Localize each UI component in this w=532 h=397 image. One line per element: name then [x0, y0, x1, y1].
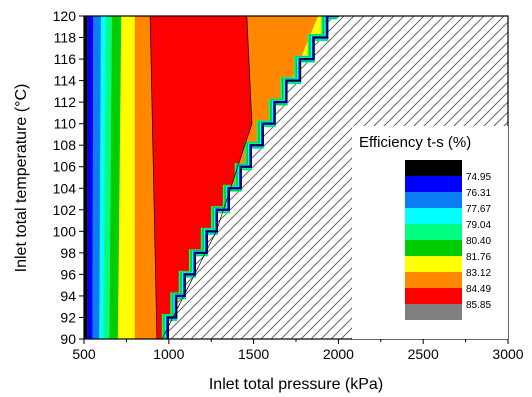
legend-level-label: 77.67 [466, 204, 491, 215]
y-tick-label: 106 [53, 159, 77, 175]
band-mint [103, 16, 112, 339]
y-axis: 90 92 94 96 98 100 102 104 106 108 110 112 114 116 118… [53, 8, 84, 347]
legend-level-label: 76.31 [466, 188, 491, 199]
boundary-step-line [167, 16, 340, 339]
band-green [109, 16, 122, 339]
y-tick-label: 110 [54, 116, 77, 132]
legend: Efficiency t-s (%) 74.95 76.31 77.67 79.04 8… [352, 126, 508, 339]
y-tick-label: 90 [60, 331, 76, 347]
contour-line-red-right [161, 16, 253, 339]
legend-swatch [405, 304, 462, 320]
y-tick-label: 104 [53, 180, 77, 196]
x-tick-label: 3000 [492, 346, 523, 362]
legend-level-label: 84.49 [466, 284, 491, 295]
legend-title: Efficiency t-s (%) [359, 134, 471, 151]
x-axis: 500 1000 1500 2000 2500 3000 [72, 339, 524, 362]
contour-line-red-left [149, 16, 158, 339]
band-orange-left [134, 16, 157, 339]
y-tick-label: 92 [60, 309, 76, 325]
y-tick-label: 120 [53, 8, 77, 24]
x-tick-label: 1000 [153, 346, 184, 362]
legend-swatch [405, 288, 462, 304]
band-red [150, 16, 252, 339]
y-tick-label: 112 [54, 94, 77, 110]
x-tick-label: 500 [72, 346, 96, 362]
legend-level-label: 83.12 [466, 268, 491, 279]
band-black [84, 16, 88, 339]
y-tick-label: 102 [53, 202, 77, 218]
legend-swatch [405, 272, 462, 288]
legend-swatch [405, 224, 462, 240]
legend-level-label: 74.95 [466, 172, 491, 183]
legend-swatch [405, 208, 462, 224]
y-tick-label: 98 [60, 245, 76, 261]
legend-level-label: 79.04 [466, 220, 491, 231]
x-tick-label: 2500 [408, 346, 439, 362]
y-tick-label: 94 [60, 288, 76, 304]
boundary-step-line [166, 16, 339, 339]
y-tick-label: 96 [60, 266, 76, 282]
legend-swatch [405, 192, 462, 208]
legend-level-label: 85.85 [466, 300, 491, 311]
y-tick-label: 118 [54, 30, 77, 46]
y-axis-label: Inlet total temperature (°C) [13, 84, 30, 273]
y-tick-label: 108 [53, 137, 77, 153]
legend-swatch [405, 160, 462, 176]
y-tick-label: 116 [54, 51, 77, 67]
x-tick-label: 1500 [238, 346, 269, 362]
legend-swatch [405, 240, 462, 256]
legend-level-label: 81.76 [466, 252, 491, 263]
x-tick-label: 2000 [323, 346, 354, 362]
y-tick-label: 114 [54, 73, 77, 89]
band-yellow [117, 16, 135, 339]
legend-swatch [405, 256, 462, 272]
legend-swatch [405, 176, 462, 192]
legend-level-label: 80.40 [466, 236, 491, 247]
x-axis-label: Inlet total pressure (kPa) [209, 376, 383, 393]
band-blue [87, 16, 94, 339]
band-azure [92, 16, 101, 339]
band-cyan [99, 16, 107, 339]
y-tick-label: 100 [53, 223, 77, 239]
legend-swatches: 74.95 76.31 77.67 79.04 80.40 81.76 83.12 84.49… [405, 160, 491, 320]
